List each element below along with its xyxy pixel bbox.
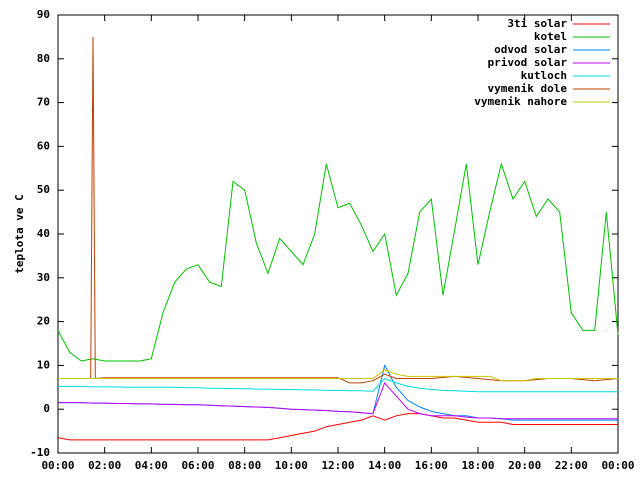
x-tick-label: 00:00 bbox=[41, 459, 74, 472]
y-tick-label: 10 bbox=[37, 358, 50, 371]
x-tick-label: 02:00 bbox=[88, 459, 121, 472]
y-tick-label: 60 bbox=[37, 139, 50, 152]
y-tick-label: -10 bbox=[30, 446, 50, 459]
y-tick-label: 0 bbox=[43, 402, 50, 415]
legend-label: kotel bbox=[534, 30, 567, 43]
y-tick-label: 80 bbox=[37, 52, 50, 65]
x-tick-label: 10:00 bbox=[275, 459, 308, 472]
x-tick-label: 12:00 bbox=[321, 459, 354, 472]
x-tick-label: 06:00 bbox=[181, 459, 214, 472]
y-tick-label: 40 bbox=[37, 227, 50, 240]
y-tick-label: 50 bbox=[37, 183, 50, 196]
series-line bbox=[58, 369, 618, 382]
legend-label: 3ti solar bbox=[507, 17, 567, 30]
y-tick-label: 20 bbox=[37, 315, 50, 328]
x-tick-label: 08:00 bbox=[228, 459, 261, 472]
x-tick-label: 16:00 bbox=[415, 459, 448, 472]
legend-label: kutloch bbox=[521, 69, 567, 82]
series-line bbox=[58, 381, 618, 420]
y-axis-label: teplota ve C bbox=[13, 194, 26, 273]
legend-label: odvod solar bbox=[494, 43, 567, 56]
y-tick-label: 70 bbox=[37, 96, 50, 109]
x-tick-label: 14:00 bbox=[368, 459, 401, 472]
series-line bbox=[57, 413, 618, 441]
x-tick-label: 22:00 bbox=[555, 459, 588, 472]
legend-label: privod solar bbox=[488, 56, 568, 69]
x-tick-label: 18:00 bbox=[461, 459, 494, 472]
y-tick-label: 90 bbox=[37, 8, 50, 21]
legend-label: vymenik nahore bbox=[474, 95, 567, 108]
x-tick-label: 04:00 bbox=[135, 459, 168, 472]
y-tick-label: 30 bbox=[37, 271, 50, 284]
x-tick-label: 20:00 bbox=[508, 459, 541, 472]
series-line bbox=[57, 162, 619, 362]
legend-label: vymenik dole bbox=[488, 82, 568, 95]
x-tick-label: 00:00 bbox=[601, 459, 634, 472]
series-line bbox=[58, 377, 618, 393]
